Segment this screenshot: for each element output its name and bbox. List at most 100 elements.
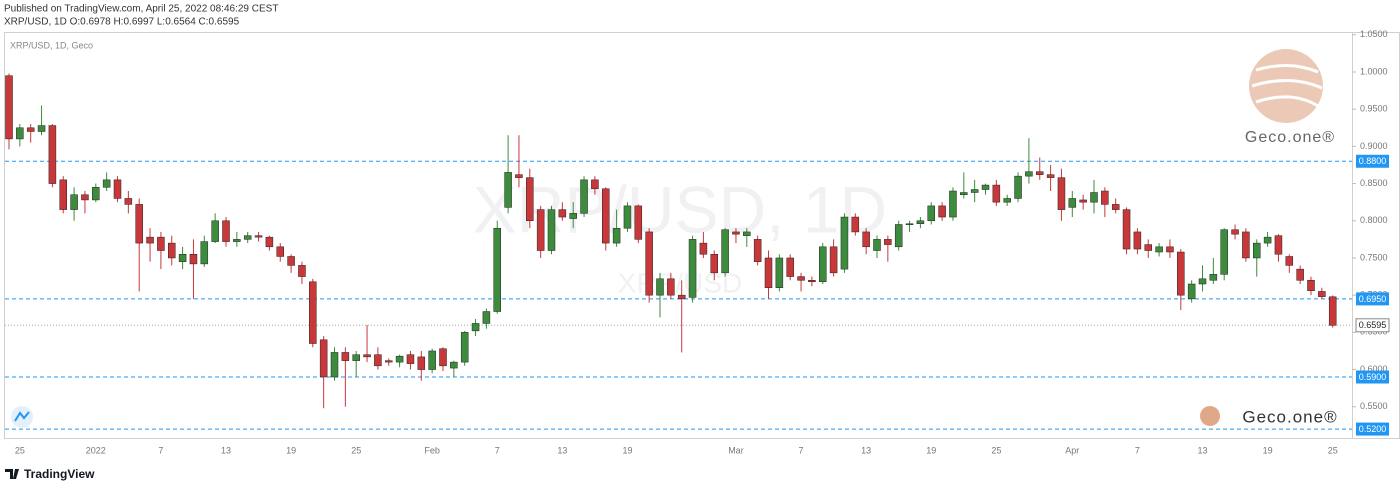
candle-body — [992, 184, 1001, 203]
candle-body — [1090, 192, 1098, 203]
candle-body — [1166, 246, 1174, 253]
candle-body — [135, 204, 143, 244]
candle-body — [547, 209, 556, 251]
x-tick-label: 19 — [1263, 445, 1273, 455]
y-tick-label: 1.0500 — [1360, 29, 1388, 39]
candle-body — [504, 172, 512, 208]
x-tick-label: 7 — [158, 445, 163, 455]
candle-body — [916, 220, 925, 224]
candle-body — [341, 352, 350, 361]
brand-logo: Geco.one® Geco.one® — [1200, 49, 1337, 426]
candle-body — [211, 220, 219, 242]
candle-body — [1328, 296, 1337, 326]
last-price-badge — [1355, 318, 1390, 333]
candle-body — [222, 220, 230, 242]
level-label: 0.5200 — [1359, 424, 1387, 434]
x-tick-label: 7 — [1135, 445, 1140, 455]
level-badge — [1356, 422, 1389, 436]
candle-body — [721, 229, 729, 274]
x-tick-label: 19 — [622, 445, 632, 455]
candle-body — [243, 235, 252, 240]
candle-body — [233, 239, 241, 242]
y-tick-label: 0.9000 — [1360, 141, 1388, 151]
candle-body — [808, 280, 816, 283]
x-tick-label: 19 — [926, 445, 936, 455]
candle-body — [558, 209, 567, 218]
level-badge — [1356, 154, 1389, 168]
candle-body — [829, 246, 838, 274]
candle-body — [1003, 198, 1011, 203]
logo-globe-small — [1200, 406, 1220, 426]
x-tick-label: 25 — [351, 445, 361, 455]
candle-body — [710, 253, 718, 274]
candle-body — [482, 311, 491, 324]
candle-body — [189, 253, 198, 265]
candle-body — [319, 339, 328, 378]
candle-body — [102, 179, 111, 188]
candle-body — [1177, 251, 1185, 296]
candle-body — [743, 231, 751, 236]
candle-body — [927, 205, 935, 222]
ohlc-summary: XRP/USD, 1D O:0.6978 H:0.6997 L:0.6564 C… — [4, 17, 240, 28]
candle-body — [894, 224, 903, 248]
candle-body — [1263, 236, 1272, 244]
candle-body — [157, 236, 165, 251]
candle-body — [1307, 280, 1315, 291]
candle-body — [5, 75, 13, 140]
y-tick-label: 0.6000 — [1360, 364, 1388, 374]
candle-body — [1274, 235, 1283, 255]
x-tick-label: Feb — [424, 445, 440, 455]
candle-body — [146, 236, 154, 244]
candle-body — [1025, 171, 1033, 177]
candle-body — [699, 242, 708, 255]
candle-body — [1155, 246, 1163, 253]
candle-body — [1036, 171, 1044, 175]
candle-body — [395, 355, 404, 363]
candle-body — [536, 209, 545, 251]
logo-globe — [1249, 49, 1323, 123]
candle-body — [200, 241, 209, 265]
candle-body — [276, 246, 284, 257]
x-tick-label: 19 — [286, 445, 296, 455]
candle-body — [819, 246, 827, 283]
candle-body — [1122, 209, 1131, 250]
candle-body — [1296, 268, 1304, 281]
footer-logo — [5, 469, 19, 479]
badge-icon — [14, 411, 30, 422]
candle-body — [753, 239, 762, 262]
candles — [5, 73, 1337, 409]
candle-body — [417, 356, 426, 370]
candle-body — [797, 276, 805, 281]
y-tick-label: 0.9500 — [1360, 104, 1388, 114]
y-tick-label: 1.0000 — [1360, 66, 1388, 76]
candle-body — [1242, 231, 1250, 259]
candle-body — [1209, 274, 1218, 281]
candle-body — [1198, 278, 1207, 285]
candle-body — [168, 242, 176, 259]
candle-body — [439, 348, 447, 367]
candle-body — [1111, 204, 1120, 210]
candle-body — [569, 213, 577, 219]
x-tick-label: Apr — [1065, 445, 1079, 455]
candle-body — [786, 257, 794, 277]
candle-body — [634, 205, 643, 240]
candle-body — [330, 352, 339, 378]
x-tick-label: 25 — [15, 445, 25, 455]
candle-body — [612, 227, 621, 244]
candle-body — [873, 239, 881, 251]
watermark: XRP/USD, 1D — [473, 172, 887, 246]
candle-body — [1231, 229, 1239, 235]
candle-body — [450, 361, 458, 369]
candle-body — [1046, 174, 1055, 178]
candle-body — [851, 216, 860, 233]
candle-body — [862, 231, 870, 248]
candle-body — [309, 281, 317, 344]
candle-body — [515, 174, 523, 178]
candle-body — [16, 127, 24, 140]
candle-body — [385, 360, 393, 363]
y-tick-label: 0.8000 — [1360, 215, 1388, 225]
x-tick-label: 13 — [1197, 445, 1207, 455]
candle-body — [981, 184, 990, 190]
candle-body — [623, 205, 632, 229]
